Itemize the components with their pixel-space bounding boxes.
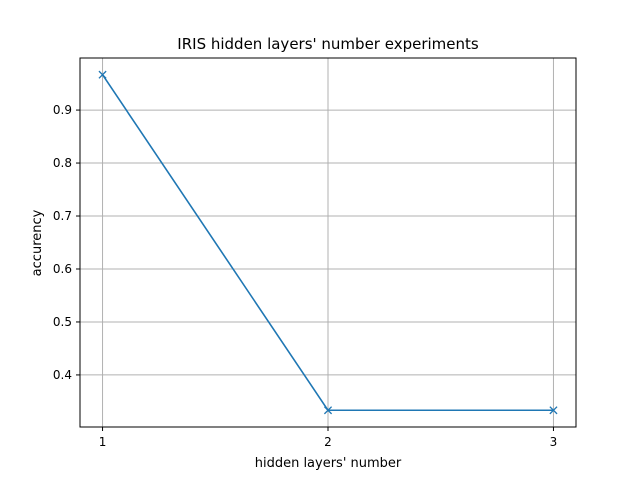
tick-layer: 1 2 3 0.4 0.5 0.6 0.7 0.8 0.9 — [53, 103, 557, 449]
y-tick-label: 0.8 — [53, 156, 72, 170]
x-tick-label: 3 — [550, 435, 558, 449]
x-tick-label: 1 — [99, 435, 107, 449]
y-tick-label: 0.6 — [53, 262, 72, 276]
x-axis-label: hidden layers' number — [255, 456, 402, 471]
y-tick-label: 0.9 — [53, 103, 72, 117]
series-layer — [98, 70, 558, 415]
data-point-x-marker — [98, 70, 107, 79]
chart-title: IRIS hidden layers' number experiments — [177, 35, 479, 53]
data-point-x-marker — [323, 406, 333, 415]
data-point-x-marker — [549, 406, 558, 415]
y-tick-label: 0.4 — [53, 368, 72, 382]
y-tick-label: 0.7 — [53, 209, 72, 223]
y-axis-label: accurency — [30, 209, 45, 276]
y-tick-label: 0.5 — [53, 315, 72, 329]
x-tick-label: 2 — [324, 435, 332, 449]
